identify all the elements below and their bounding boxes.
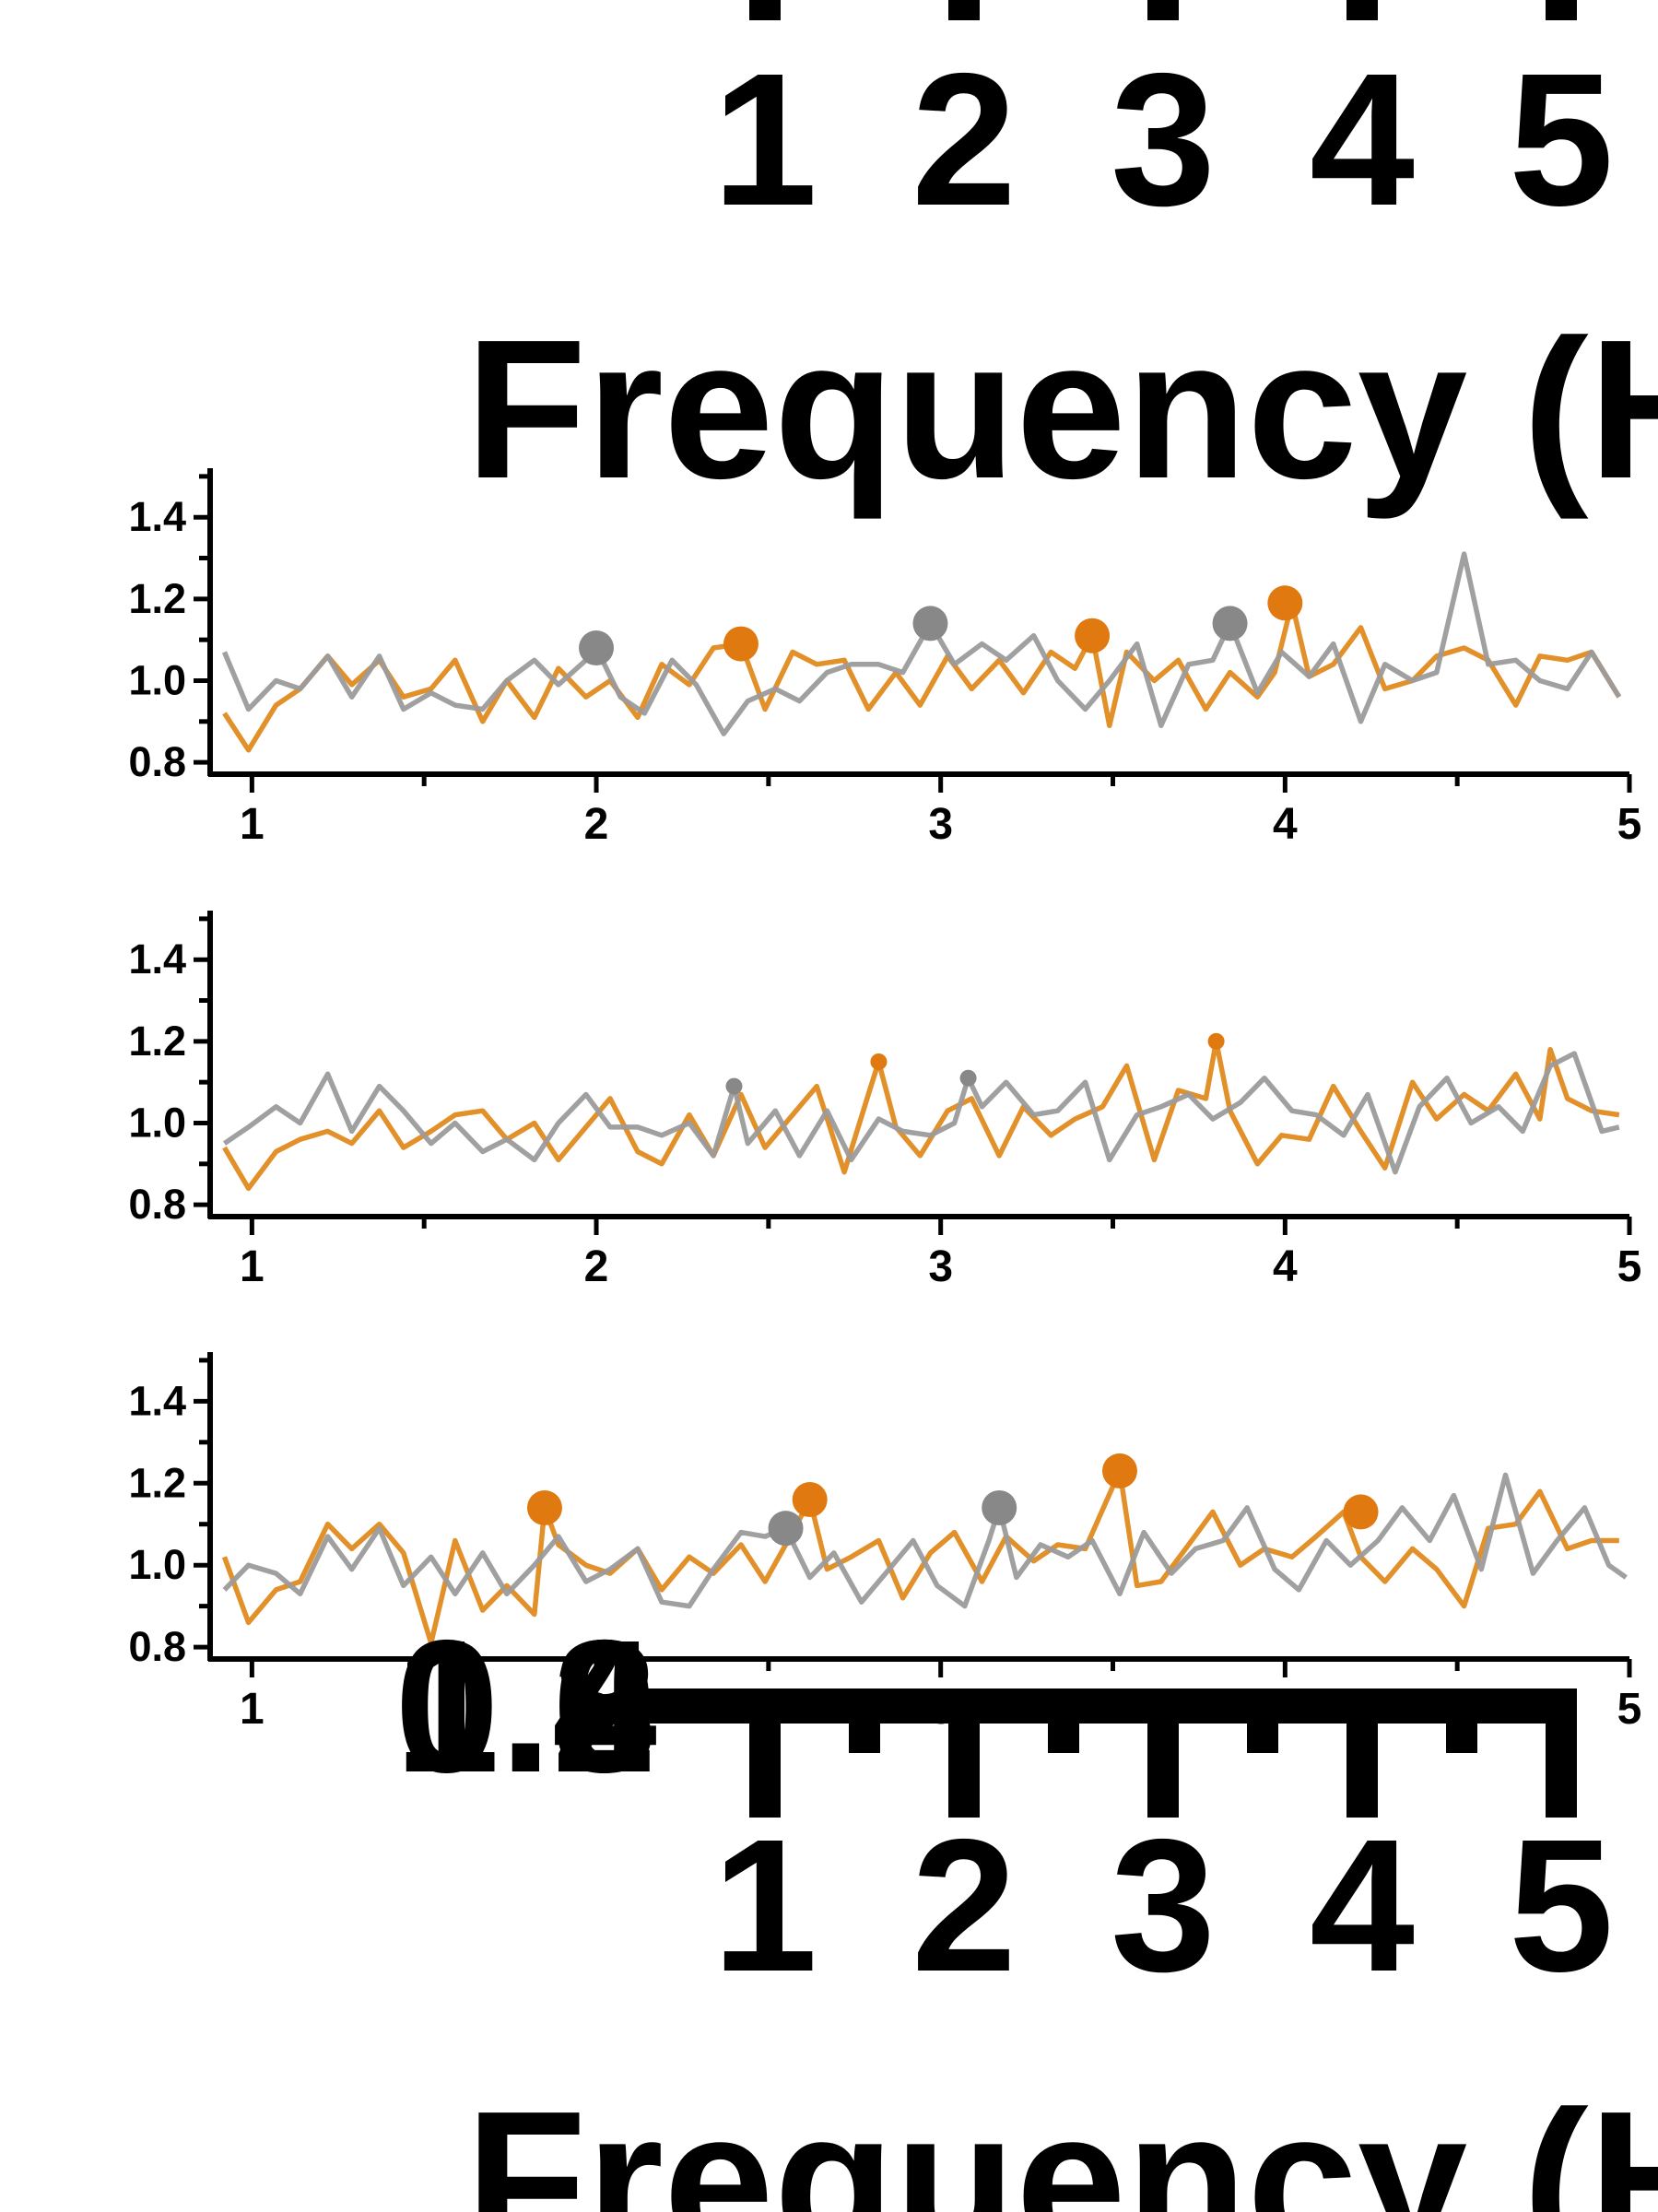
panel-3-xtick-label: 1 [240,1685,265,1734]
panel-1-xtick-label: 4 [1273,800,1298,849]
panel-3-peak-marker-orange [792,1482,828,1518]
panel-2-series-gray-line [222,1051,1620,1175]
bg-bottom-major-tick [1346,1688,1378,1818]
panel-3-xtick-label: 2 [584,1685,609,1734]
panel-1-peak-marker-gray [912,606,948,641]
panel-1-series-gray-line [221,551,1622,736]
bg-top-xtick-label: 4 [1310,34,1415,245]
panel-1-peak-marker-gray [579,630,615,666]
bg-bottom-major-tick [1147,1688,1179,1818]
bg-top-xtick-label: 2 [911,34,1017,245]
panel-1-peak-marker-orange [1267,585,1303,621]
panel-1-xtick-label: 2 [584,800,609,849]
bg-bottom-ytick-label-overlap: 1.2 [394,1601,657,1812]
bg-bottom-xtick-label: 2 [911,1800,1017,2011]
bg-bottom-major-tick [948,1688,980,1818]
panel-2-peak-marker-gray [725,1077,743,1095]
bg-top-xtick-label: 1 [712,34,817,245]
bg-top-tick-3 [1147,0,1179,20]
panel-3-peak-marker-orange [1101,1453,1137,1488]
bg-top-tick-5 [1546,0,1577,20]
panel-2-ytick-label: 0.8 [128,1181,186,1228]
panel-1-peak-marker-gray [1212,606,1248,641]
panel-2-xtick-label: 4 [1273,1242,1298,1291]
panel-1-xtick-label: 3 [928,800,953,849]
panel-3-series-orange-line [221,1468,1619,1646]
panel-1-ytick-label: 1.0 [128,656,186,703]
panel-1-ytick-label: 1.4 [128,493,186,540]
panel-2-ytick-label: 1.2 [128,1018,186,1065]
panel-2-xtick-label: 1 [240,1242,265,1291]
panel-2-peak-marker-orange [870,1053,888,1070]
bg-bottom-xtick-label: 5 [1509,1800,1614,2011]
bg-bottom-ytick-label-overlap: 1.4 [394,1601,657,1812]
panel-3-peak-marker-orange [1343,1494,1379,1530]
bg-bottom-major-tick [1546,1688,1577,1818]
panel-1-ytick-label: 0.8 [128,738,186,785]
panel-2-peak-marker-gray [959,1069,977,1087]
panel-1-xtick-label: 5 [1617,800,1642,849]
bg-top-xlabel: Frequency (H [465,298,1658,520]
panel-3-series-gray-line [222,1472,1628,1609]
bg-bottom-ytick-label-overlap: 1.0 [394,1601,657,1812]
bg-bottom-major-tick [749,1688,781,1818]
panel-3-peak-marker-orange [526,1489,562,1525]
panel-3-xtick-label: 5 [1617,1685,1642,1734]
panel-2-xtick-label: 3 [928,1242,953,1291]
panel-2-xtick-label: 5 [1617,1242,1642,1291]
bg-bottom-ytick-label-overlap: 0.8 [394,1601,657,1812]
panel-2-ytick-label: 1.4 [128,935,186,982]
bg-bottom-xtick-label: 4 [1310,1800,1415,2011]
panel-3-ytick-label: 1.4 [128,1377,186,1424]
panel-3-peak-marker-gray [982,1489,1017,1525]
bg-bottom-minor-tick [1446,1688,1477,1753]
panel-1-ytick-label: 1.2 [128,575,186,622]
panel-1-peak-marker-orange [723,626,758,662]
panel-2-ytick-label: 1.0 [128,1099,186,1146]
panel-3-ytick-label: 0.8 [128,1623,186,1670]
bg-top-xtick-label: 3 [1111,34,1216,245]
bg-top-tick-1 [749,0,781,20]
bg-top-xtick-label: 5 [1509,34,1614,245]
bg-bottom-x-axis [636,1688,1561,1724]
panel-2-peak-marker-orange [1207,1032,1225,1050]
panel-3-peak-marker-gray [768,1511,804,1547]
panel-3-ytick-label: 1.2 [128,1459,186,1506]
panel-1-xtick-label: 1 [240,800,265,849]
bg-top-tick-2 [948,0,980,20]
panel-1-peak-marker-orange [1075,618,1111,653]
bg-bottom-xtick-label: 3 [1111,1800,1216,2011]
panel-2-series-orange-line [222,1039,1620,1192]
bg-bottom-minor-tick [1247,1688,1278,1753]
bg-bottom-xtick-label: 1 [712,1800,817,2011]
bg-bottom-minor-tick [849,1688,880,1753]
bg-bottom-xlabel: Frequency (H [465,2069,1658,2212]
panel-2-xtick-label: 2 [584,1242,609,1291]
panel-3-ytick-label: 1.0 [128,1541,186,1588]
bg-bottom-minor-tick [1048,1688,1079,1753]
bg-top-tick-4 [1346,0,1378,20]
